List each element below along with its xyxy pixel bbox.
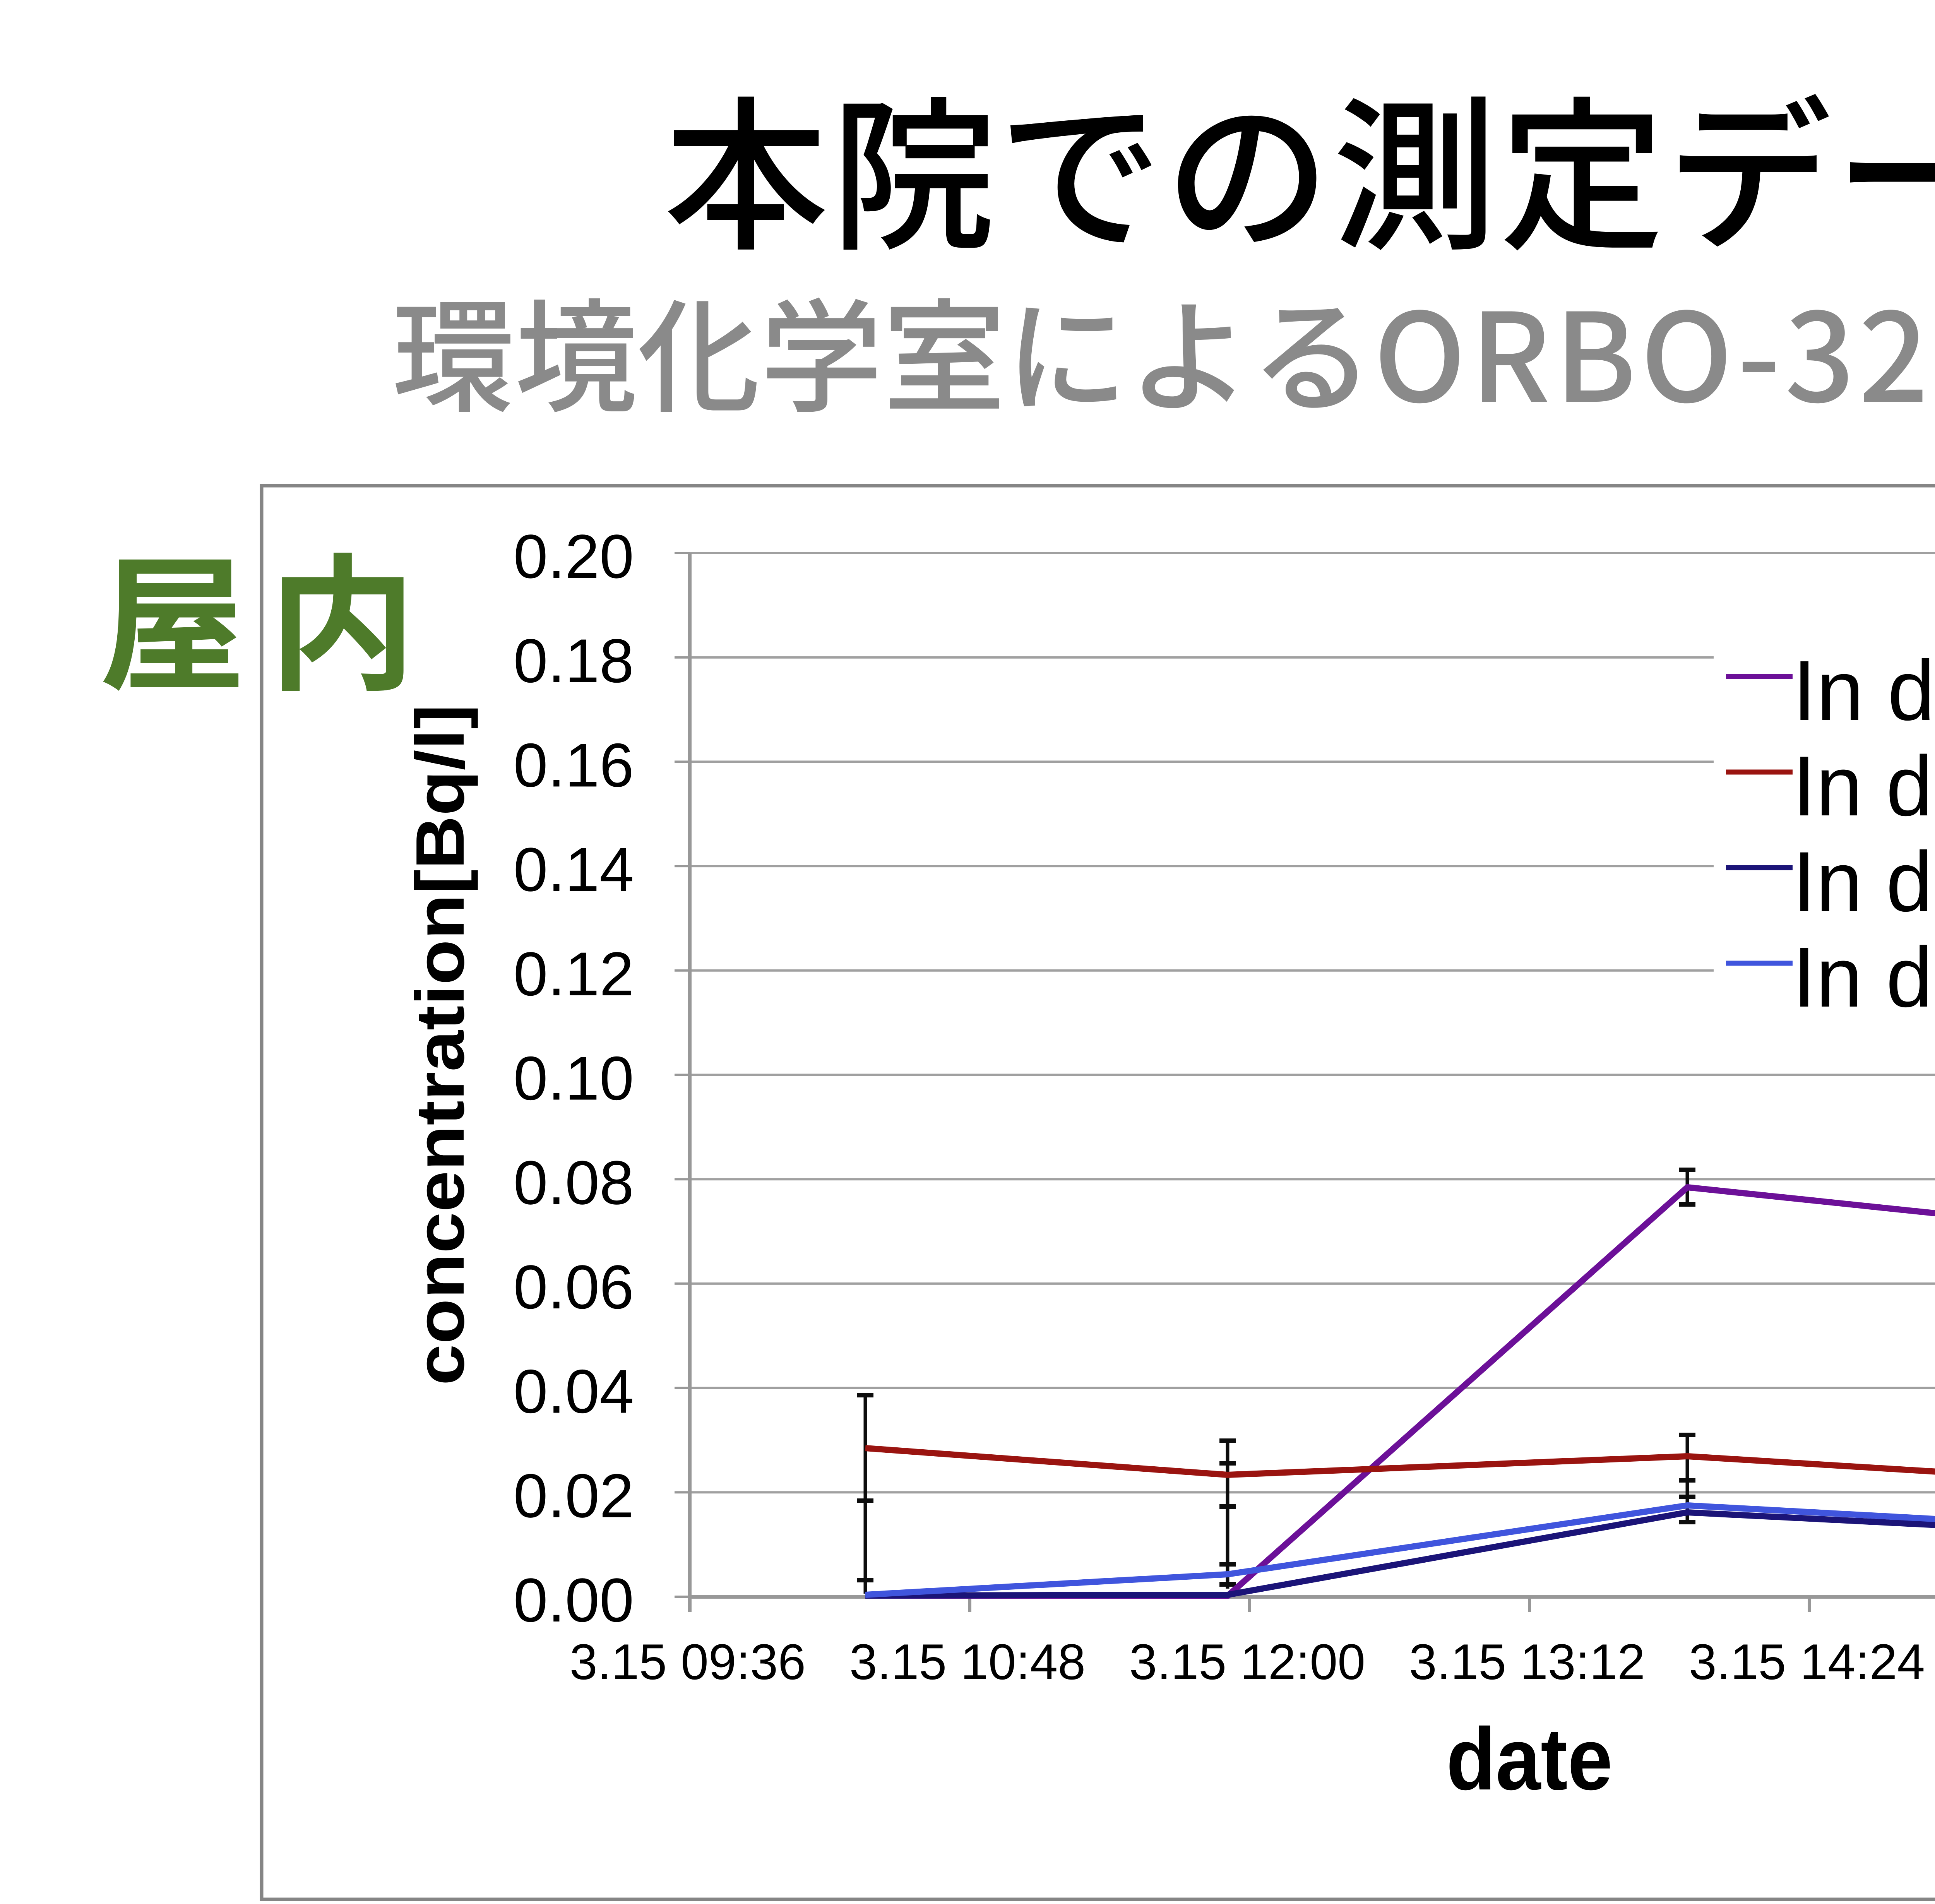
svg-text:3.15 09:36: 3.15 09:36 [570, 1633, 806, 1690]
svg-text:date: date [1446, 1710, 1613, 1808]
svg-text:0.04: 0.04 [514, 1357, 634, 1426]
svg-text:3.15 10:48: 3.15 10:48 [849, 1633, 1086, 1690]
svg-text:0.14: 0.14 [514, 835, 634, 904]
svg-text:0.16: 0.16 [514, 730, 634, 800]
svg-text:3.15 14:24: 3.15 14:24 [1689, 1633, 1925, 1690]
svg-text:0.06: 0.06 [514, 1252, 634, 1322]
svg-text:0.08: 0.08 [514, 1148, 634, 1217]
svg-text:In door_I -131: In door_I -131 [1793, 738, 1935, 834]
svg-text:3.15 13:12: 3.15 13:12 [1409, 1633, 1645, 1690]
svg-text:In door_Te-132: In door_Te-132 [1793, 643, 1935, 738]
svg-text:concentration[Bq/l]: concentration[Bq/l] [402, 704, 478, 1385]
svg-text:0.18: 0.18 [514, 626, 634, 695]
svg-text:0.20: 0.20 [514, 522, 634, 591]
svg-text:0.10: 0.10 [514, 1044, 634, 1113]
svg-text:In door_Cs-134: In door_Cs-134 [1793, 834, 1935, 929]
svg-text:0.02: 0.02 [514, 1461, 634, 1530]
svg-text:3.15 12:00: 3.15 12:00 [1129, 1633, 1365, 1690]
svg-text:0.00: 0.00 [514, 1565, 634, 1635]
svg-text:In door_Cs-137: In door_Cs-137 [1793, 930, 1935, 1025]
svg-text:0.12: 0.12 [514, 939, 634, 1009]
